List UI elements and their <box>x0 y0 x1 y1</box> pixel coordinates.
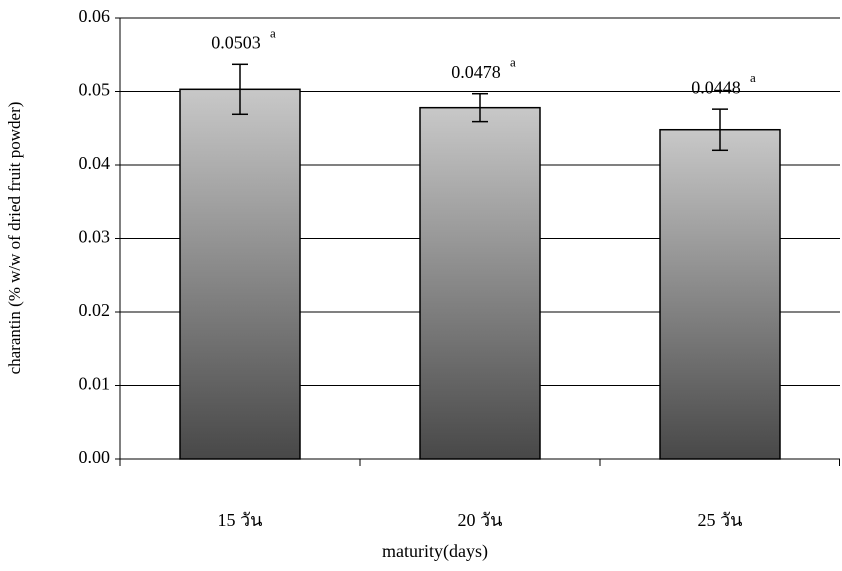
y-tick-label: 0.00 <box>79 447 111 467</box>
value-label: 0.0448 <box>691 77 741 97</box>
y-tick-label: 0.03 <box>79 227 111 247</box>
x-tick-label: 20 วัน <box>458 510 503 530</box>
value-label: 0.0478 <box>451 62 501 82</box>
y-tick-label: 0.01 <box>79 374 111 394</box>
x-axis-label: maturity(days) <box>382 541 488 562</box>
y-tick-label: 0.04 <box>79 153 111 173</box>
y-tick-label: 0.06 <box>79 6 111 26</box>
x-tick-label: 25 วัน <box>698 510 743 530</box>
bar <box>180 89 300 459</box>
chart: maturity(days) charantin (% w/w of dried… <box>0 0 842 571</box>
significance-letter: a <box>750 70 756 85</box>
significance-letter: a <box>270 25 276 40</box>
value-label: 0.0503 <box>211 32 261 52</box>
significance-letter: a <box>510 55 516 70</box>
x-tick-label: 15 วัน <box>218 510 263 530</box>
y-axis-label: charantin (% w/w of dried fruit powder) <box>5 102 24 375</box>
y-tick-label: 0.05 <box>79 80 111 100</box>
y-tick-label: 0.02 <box>79 300 111 320</box>
bar <box>420 108 540 459</box>
bar <box>660 130 780 459</box>
